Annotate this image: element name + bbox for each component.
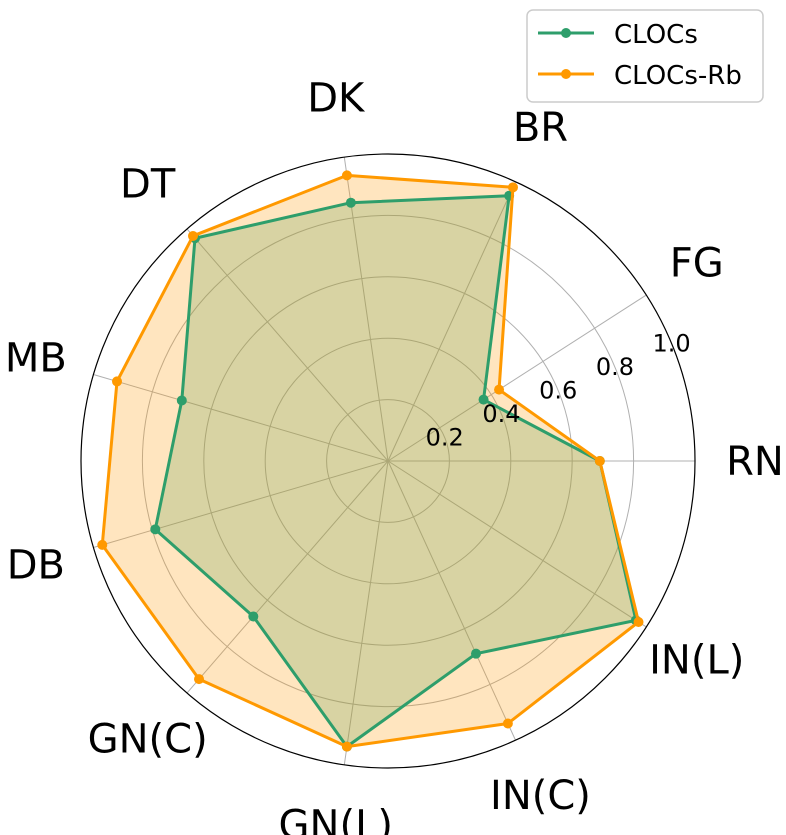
grid-spoke xyxy=(387,460,516,741)
series-line xyxy=(153,194,638,749)
radial-tick-label: 0.4 xyxy=(482,400,520,428)
data-point xyxy=(633,616,644,627)
grid-spoke xyxy=(387,294,647,462)
data-point xyxy=(478,394,489,405)
data-point xyxy=(187,230,198,241)
data-point xyxy=(341,170,352,181)
series-area xyxy=(155,195,636,747)
series-areas xyxy=(102,175,639,747)
data-point xyxy=(176,395,187,406)
category-label: RN xyxy=(726,439,784,485)
data-point xyxy=(494,384,505,395)
data-point xyxy=(341,741,352,752)
category-label: IN(C) xyxy=(490,773,591,819)
series-line xyxy=(100,173,641,749)
category-label: MB xyxy=(5,336,67,382)
category-label: IN(L) xyxy=(649,637,744,683)
grid-spoke xyxy=(186,228,389,462)
legend-entry-label: CLOCs xyxy=(614,20,698,50)
grid-spoke xyxy=(186,460,389,694)
axis-labels: RN FG BR DK DT MB DB GN(C) GN(L) IN(C) IN(L) xyxy=(5,76,784,835)
grid-spoke xyxy=(387,460,647,628)
data-point xyxy=(248,611,259,622)
data-point xyxy=(507,182,518,193)
legend: CLOCs CLOCs-Rb xyxy=(526,9,764,103)
radial-tick-label: 0.8 xyxy=(596,353,634,381)
radial-tick-label: 0.2 xyxy=(426,424,464,452)
series-area xyxy=(102,175,639,747)
legend-entry-label: CLOCs-Rb xyxy=(614,61,742,91)
category-label: FG xyxy=(670,241,724,287)
radial-tick-label: 0.6 xyxy=(539,377,577,405)
data-point xyxy=(502,718,513,729)
data-point xyxy=(345,197,356,208)
outer-circle xyxy=(80,153,696,769)
grid-spoke xyxy=(343,157,389,462)
category-label: GN(L) xyxy=(279,802,393,835)
legend-swatch-marker xyxy=(561,28,571,38)
category-label: GN(C) xyxy=(88,716,208,762)
radial-tick-labels: 0.2 0.4 0.6 0.8 1.0 xyxy=(426,330,691,452)
category-label: DB xyxy=(7,542,65,588)
data-point xyxy=(470,648,481,659)
series-lines xyxy=(97,170,644,752)
radar-grid xyxy=(93,157,695,765)
legend-swatch-marker xyxy=(561,69,571,79)
category-label: BR xyxy=(513,105,568,151)
data-point xyxy=(594,456,605,466)
category-label: DK xyxy=(307,76,366,122)
data-point xyxy=(150,524,161,535)
category-label: DT xyxy=(120,162,176,208)
data-point xyxy=(194,674,205,685)
outer-frame xyxy=(80,153,696,769)
data-point xyxy=(112,376,123,387)
radial-tick-label: 1.0 xyxy=(653,330,691,358)
grid-spoke xyxy=(93,374,389,462)
grid-spoke xyxy=(387,181,516,462)
grid-spoke xyxy=(93,460,389,548)
grid-spoke xyxy=(343,460,389,765)
data-point xyxy=(97,539,108,550)
